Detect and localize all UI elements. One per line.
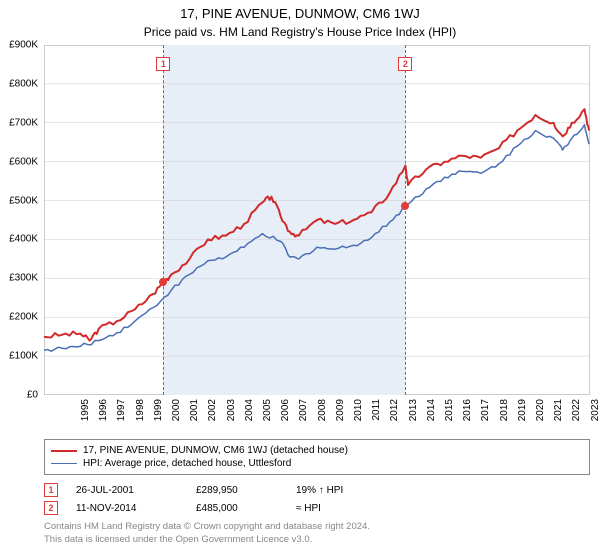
table-row: 1 26-JUL-2001 £289,950 19% ↑ HPI: [44, 481, 590, 499]
sale-dot-1: [159, 278, 167, 286]
tx-date-1: 26-JUL-2001: [76, 485, 196, 496]
legend-label-property: 17, PINE AVENUE, DUNMOW, CM6 1WJ (detach…: [83, 445, 348, 456]
sale-dot-2: [401, 202, 409, 210]
x-axis: 1995199619971998199920002001200220032004…: [44, 395, 590, 435]
legend-swatch-hpi: [51, 463, 77, 464]
chart-svg: [44, 45, 590, 395]
tx-price-2: £485,000: [196, 503, 296, 514]
legend-swatch-property: [51, 450, 77, 452]
y-axis: £0£100K£200K£300K£400K£500K£600K£700K£80…: [0, 45, 44, 395]
legend-row-property: 17, PINE AVENUE, DUNMOW, CM6 1WJ (detach…: [51, 444, 583, 457]
tx-badge-2: 2: [44, 501, 58, 515]
legend-box: 17, PINE AVENUE, DUNMOW, CM6 1WJ (detach…: [44, 439, 590, 475]
tx-price-1: £289,950: [196, 485, 296, 496]
subtitle: Price paid vs. HM Land Registry's House …: [0, 21, 600, 45]
footer: Contains HM Land Registry data © Crown c…: [44, 517, 590, 547]
page-title: 17, PINE AVENUE, DUNMOW, CM6 1WJ: [0, 0, 600, 21]
chart-plot-area: 1 2: [44, 45, 590, 395]
footer-line1: Contains HM Land Registry data © Crown c…: [44, 521, 590, 534]
legend-label-hpi: HPI: Average price, detached house, Uttl…: [83, 458, 291, 469]
tx-relation-2: ≈ HPI: [296, 503, 416, 514]
legend-row-hpi: HPI: Average price, detached house, Uttl…: [51, 457, 583, 470]
transactions-table: 1 26-JUL-2001 £289,950 19% ↑ HPI 2 11-NO…: [44, 481, 590, 517]
tx-date-2: 11-NOV-2014: [76, 503, 196, 514]
tx-badge-1: 1: [44, 483, 58, 497]
tx-relation-1: 19% ↑ HPI: [296, 485, 416, 496]
table-row: 2 11-NOV-2014 £485,000 ≈ HPI: [44, 499, 590, 517]
footer-line2: This data is licensed under the Open Gov…: [44, 534, 590, 547]
